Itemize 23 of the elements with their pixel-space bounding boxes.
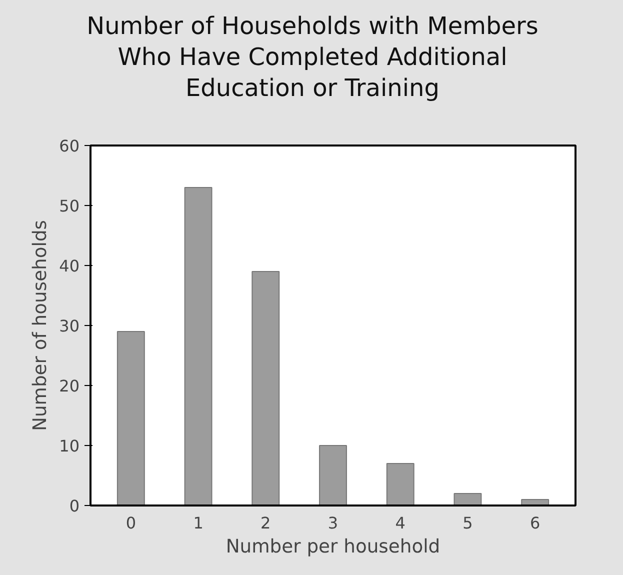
x-tick-label: 1 (193, 514, 204, 532)
bar (386, 463, 414, 506)
y-tick-label: 50 (59, 196, 80, 216)
y-tick-label: 30 (59, 316, 80, 336)
x-tick-label: 4 (395, 514, 406, 532)
bar (252, 271, 280, 506)
x-tick-label: 2 (260, 514, 271, 532)
bar (454, 493, 482, 506)
y-tick-label: 20 (59, 376, 80, 396)
x-tick-label: 5 (462, 514, 473, 532)
x-tick-label: 0 (126, 514, 136, 532)
bar (319, 445, 347, 506)
bar (184, 187, 212, 506)
y-axis-title: Number of households (30, 220, 52, 432)
chart-title: Number of Households with Members Who Have Completed Additional Education or Training (86, 11, 538, 104)
bar (116, 331, 145, 506)
x-axis-title: Number per household (226, 536, 440, 558)
y-tick-label: 0 (69, 496, 80, 516)
x-tick-label: 3 (328, 514, 338, 532)
y-tick-label: 10 (59, 436, 80, 456)
x-tick-label: 6 (530, 514, 540, 532)
y-tick-label: 60 (59, 136, 80, 156)
y-tick-label: 40 (59, 256, 80, 276)
